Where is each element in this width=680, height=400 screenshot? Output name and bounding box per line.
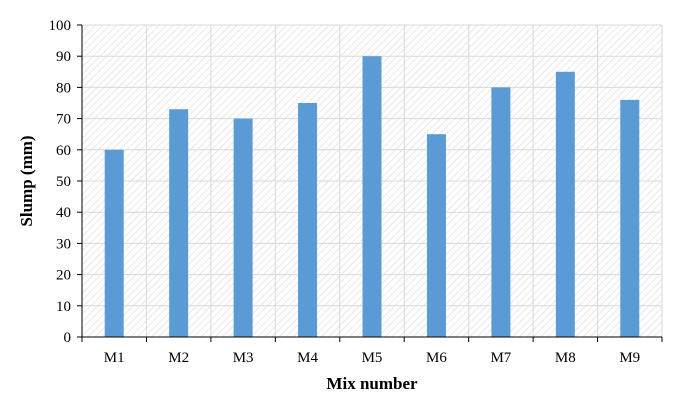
bar-m2 — [169, 109, 189, 338]
bar-m9 — [620, 99, 640, 337]
bar-m4 — [298, 103, 318, 337]
x-tick-label: M1 — [104, 350, 125, 366]
y-tick-label: 20 — [56, 268, 71, 284]
y-tick-label: 40 — [56, 205, 71, 221]
bar-m3 — [233, 118, 253, 337]
bar-m7 — [491, 87, 511, 338]
x-tick-label: M7 — [490, 350, 511, 366]
y-tick-label: 90 — [56, 49, 71, 65]
x-tick-label: M9 — [619, 350, 640, 366]
y-tick-label: 10 — [56, 299, 71, 315]
bar-m1 — [104, 149, 124, 337]
x-tick-label: M8 — [555, 350, 576, 366]
x-tick-label: M5 — [362, 350, 383, 366]
y-tick-label: 60 — [56, 143, 71, 159]
x-axis-title: Mix number — [326, 374, 418, 393]
y-tick-label: 0 — [64, 330, 72, 346]
y-tick-label: 50 — [56, 174, 71, 190]
bar-m6 — [426, 134, 446, 337]
x-tick-label: M4 — [297, 350, 318, 366]
x-tick-label: M6 — [426, 350, 447, 366]
x-tick-label: M3 — [233, 350, 254, 366]
bar-m8 — [555, 71, 575, 338]
y-tick-label: 30 — [56, 236, 71, 252]
y-axis-title: Slump (mm) — [17, 135, 36, 226]
bar-m5 — [362, 56, 382, 337]
y-tick-label: 80 — [56, 80, 71, 96]
bars — [104, 56, 640, 338]
y-tick-labels: 0 10 20 30 40 50 60 70 80 90 100 — [49, 18, 82, 346]
x-tick-label: M2 — [168, 350, 189, 366]
x-tick-labels: M1 M2 M3 M4 M5 M6 M7 M8 M9 — [104, 350, 640, 366]
y-tick-label: 100 — [49, 18, 72, 34]
y-tick-label: 70 — [56, 112, 71, 128]
